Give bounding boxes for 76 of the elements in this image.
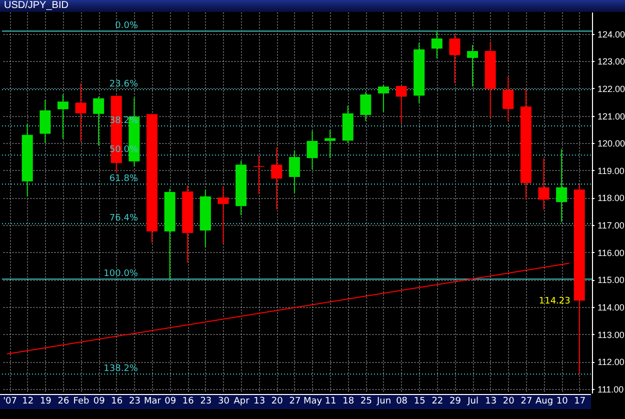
- candlestick: [306, 130, 318, 170]
- y-tick-label: 118.00: [598, 193, 624, 204]
- x-tick-label: 16: [182, 396, 194, 406]
- y-tick-label: 114.00: [598, 302, 624, 312]
- candlestick: [431, 30, 442, 59]
- x-tick-label: 30: [218, 396, 230, 406]
- candlestick: [93, 96, 104, 146]
- x-tick-label: Apr: [234, 396, 250, 406]
- x-tick-label: 20: [271, 396, 284, 406]
- x-tick-label: 23: [128, 396, 140, 406]
- annotation: 138.2%: [104, 364, 138, 374]
- x-tick-label: Mar: [144, 396, 162, 406]
- x-tick-label: 27: [289, 396, 301, 406]
- candlestick: [538, 158, 550, 210]
- x-tick-label: 15: [414, 396, 426, 406]
- y-tick-label: 115.00: [598, 275, 624, 286]
- candlestick: [218, 186, 229, 244]
- y-tick-label: 124.00: [598, 29, 625, 40]
- candlestick: [556, 148, 568, 223]
- annotation: 100.0%: [104, 269, 138, 280]
- x-tick-label: 12: [22, 396, 34, 406]
- annotation: 114.23: [538, 296, 570, 307]
- x-tick-label: 11: [324, 396, 336, 406]
- x-tick-label: 16: [111, 396, 123, 406]
- y-tick-label: 117.00: [598, 220, 624, 231]
- candlestick: [324, 129, 336, 159]
- x-tick-label: 27: [520, 396, 532, 406]
- y-tick-label: 123.00: [598, 56, 625, 67]
- annotation: 76.4%: [109, 214, 138, 224]
- annotation: 0.0%: [115, 21, 138, 32]
- x-tick-label: 25: [360, 396, 372, 406]
- annotation: 23.6%: [109, 80, 138, 90]
- x-tick-label: May: [303, 396, 323, 406]
- x-tick-label: 13: [254, 396, 266, 406]
- x-tick-label: 18: [342, 396, 354, 406]
- x-tick-label: 17: [574, 396, 586, 406]
- x-tick-label: 19: [40, 396, 52, 406]
- x-tick-label: 13: [485, 396, 497, 406]
- y-tick-label: 120.00: [598, 138, 625, 149]
- candlestick: [75, 82, 86, 142]
- x-tick-label: 26: [58, 396, 70, 406]
- candlestick: [396, 85, 407, 124]
- x-tick-label: 10: [556, 396, 568, 406]
- x-tick-label: 09: [164, 396, 176, 406]
- x-tick-label: 08: [396, 396, 408, 406]
- x-tick-label: 22: [432, 396, 444, 406]
- x-tick-label: Feb: [73, 396, 90, 406]
- x-tick-label: Aug: [535, 396, 554, 406]
- x-tick-label: Jul: [466, 396, 478, 406]
- candlestick: [57, 94, 68, 140]
- x-tick-label: 23: [200, 396, 212, 406]
- x-tick-label: Jun: [376, 396, 392, 406]
- x-tick-label: '07: [3, 396, 18, 406]
- y-tick-label: 121.00: [598, 111, 625, 122]
- candlestick: [449, 34, 460, 84]
- y-tick-label: 116.00: [598, 248, 624, 258]
- y-tick-label: 113.00: [598, 330, 624, 340]
- candlestick: [271, 146, 282, 210]
- candlestick: [378, 84, 389, 113]
- candlestick: [502, 76, 514, 122]
- x-tick-label: 20: [502, 396, 515, 406]
- y-tick-label: 119.00: [598, 166, 624, 176]
- y-tick-label: 111.00: [598, 384, 624, 394]
- annotation: 50.0%: [109, 145, 138, 156]
- candlestick: [467, 44, 478, 88]
- chart-title: USD/JPY_BID: [0, 0, 625, 12]
- x-tick-label: 29: [449, 396, 462, 406]
- annotation: 38.2%: [109, 116, 138, 126]
- candlestick: [40, 99, 51, 144]
- x-tick-label: 09: [93, 396, 106, 406]
- annotation: 61.8%: [109, 174, 138, 184]
- candlestick: [253, 154, 264, 194]
- y-tick-label: 112.00: [598, 357, 624, 368]
- y-tick-label: 122.00: [598, 84, 625, 94]
- candlestick: [360, 91, 372, 122]
- candlestick: [288, 150, 300, 194]
